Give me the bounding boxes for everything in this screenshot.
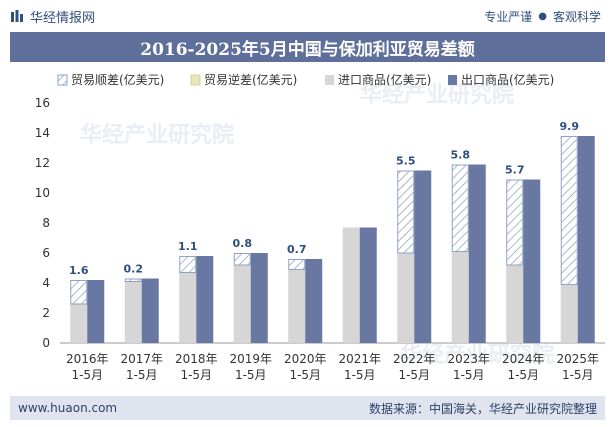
trade-balance-label: 1.1 (178, 240, 198, 253)
legend-item-trade-deficit-label: 贸易逆差(亿美元) (204, 72, 297, 87)
import-bar (506, 265, 524, 343)
trade-balance-label: 0.2 (124, 263, 144, 276)
x-tick-label-period: 1-5月 (235, 368, 267, 382)
x-tick-label-period: 1-5月 (562, 368, 594, 382)
legend-item-trade-surplus-swatch (57, 74, 68, 86)
export-bar (577, 136, 595, 343)
trade-surplus-bar (70, 280, 88, 305)
x-tick-label-year: 2025年 (556, 352, 599, 366)
legend-item-imports-label: 进口商品(亿美元) (338, 72, 431, 87)
y-tick-label: 4 (42, 276, 50, 290)
trade-surplus-bar (397, 170, 415, 254)
chart-title: 2016-2025年5月中国与保加利亚贸易差额 (140, 39, 475, 60)
x-tick-label-year: 2023年 (447, 352, 490, 366)
trade-balance-label: 5.5 (396, 155, 416, 168)
slogan-separator: ● (538, 10, 547, 22)
x-tick-label-year: 2017年 (120, 352, 163, 366)
x-tick-label-period: 1-5月 (507, 368, 539, 382)
x-tick-label-year: 2022年 (393, 352, 436, 366)
watermark-text: 华经产业研究院 (80, 122, 234, 148)
y-tick-label: 14 (35, 126, 50, 140)
trade-balance-label: 0.8 (233, 237, 253, 250)
import-bar (342, 227, 360, 343)
trade-surplus-bar (451, 164, 469, 252)
y-tick-label: 12 (35, 156, 50, 170)
import-bar (288, 269, 306, 343)
import-bar (124, 281, 142, 343)
x-tick-label-year: 2018年 (175, 352, 218, 366)
legend-item-trade-deficit-swatch (190, 74, 201, 86)
import-bar (70, 304, 88, 343)
slogan: 专业严谨 ● 客观科学 (484, 8, 601, 25)
import-bar (233, 265, 251, 343)
export-bar (468, 164, 486, 343)
y-tick-label: 8 (42, 216, 50, 230)
y-tick-label: 2 (42, 306, 50, 320)
export-bar (359, 227, 377, 343)
x-tick-label-year: 2021年 (338, 352, 381, 366)
x-tick-label-period: 1-5月 (71, 368, 103, 382)
website-link[interactable]: www.huaon.com (18, 401, 118, 415)
x-tick-label-period: 1-5月 (398, 368, 430, 382)
trade-surplus-bar (506, 179, 524, 266)
trade-surplus-bar (233, 253, 251, 266)
brand-name: 华经情报网 (30, 10, 96, 26)
x-tick-label-period: 1-5月 (126, 368, 158, 382)
x-tick-label-year: 2016年 (66, 352, 109, 366)
trade-surplus-bar (288, 259, 306, 270)
import-bar (451, 251, 469, 343)
import-bar (560, 284, 578, 343)
trade-balance-label: 5.8 (451, 149, 471, 162)
trade-surplus-bar (179, 256, 197, 273)
import-bar (179, 272, 197, 343)
export-bar (523, 179, 541, 343)
x-tick-label-year: 2020年 (284, 352, 327, 366)
trade-surplus-bar (124, 278, 142, 282)
trade-balance-label: 9.9 (560, 120, 580, 133)
x-tick-label-period: 1-5月 (180, 368, 212, 382)
y-tick-label: 6 (42, 246, 50, 260)
watermark-text: 华经产业研究院 (360, 82, 514, 108)
x-tick-label-period: 1-5月 (289, 368, 321, 382)
export-bar (305, 259, 323, 343)
trade-balance-label: 5.7 (505, 164, 525, 177)
export-bar (141, 278, 159, 343)
legend-item-exports-swatch (448, 75, 457, 85)
legend-item-imports-swatch (325, 75, 334, 85)
data-source: 数据来源：中国海关，华经产业研究院整理 (368, 401, 597, 416)
legend-item-trade-surplus-label: 贸易顺差(亿美元) (71, 72, 164, 87)
export-bar (250, 253, 268, 343)
bar-chart-logo-icon (11, 10, 23, 22)
footer: www.huaon.com 数据来源：中国海关，华经产业研究院整理 (10, 396, 605, 420)
x-tick-label-period: 1-5月 (344, 368, 376, 382)
legend-item-exports-label: 出口商品(亿美元) (461, 72, 554, 87)
export-bar (414, 170, 432, 343)
slogan-left: 专业严谨 (484, 9, 533, 24)
trade-balance-label: 0.7 (287, 243, 307, 256)
brand: 华经情报网 (10, 7, 95, 26)
trade-surplus-bar (560, 136, 578, 285)
watermark-text: 华经产业研究院 (400, 342, 554, 368)
slogan-right: 客观科学 (552, 9, 601, 24)
x-tick-label-year: 2019年 (229, 352, 272, 366)
top-bar: 华经情报网 专业严谨 ● 客观科学 (0, 0, 615, 32)
y-tick-label: 0 (42, 336, 50, 350)
trade-balance-label: 1.6 (69, 264, 89, 277)
export-bar (196, 256, 214, 343)
x-tick-label-period: 1-5月 (453, 368, 485, 382)
import-bar (397, 253, 415, 343)
y-tick-label: 10 (35, 186, 50, 200)
chart-title-bar: 2016-2025年5月中国与保加利亚贸易差额 (10, 32, 605, 62)
y-tick-label: 16 (35, 96, 50, 110)
x-tick-label-year: 2024年 (502, 352, 545, 366)
export-bar (87, 280, 105, 343)
